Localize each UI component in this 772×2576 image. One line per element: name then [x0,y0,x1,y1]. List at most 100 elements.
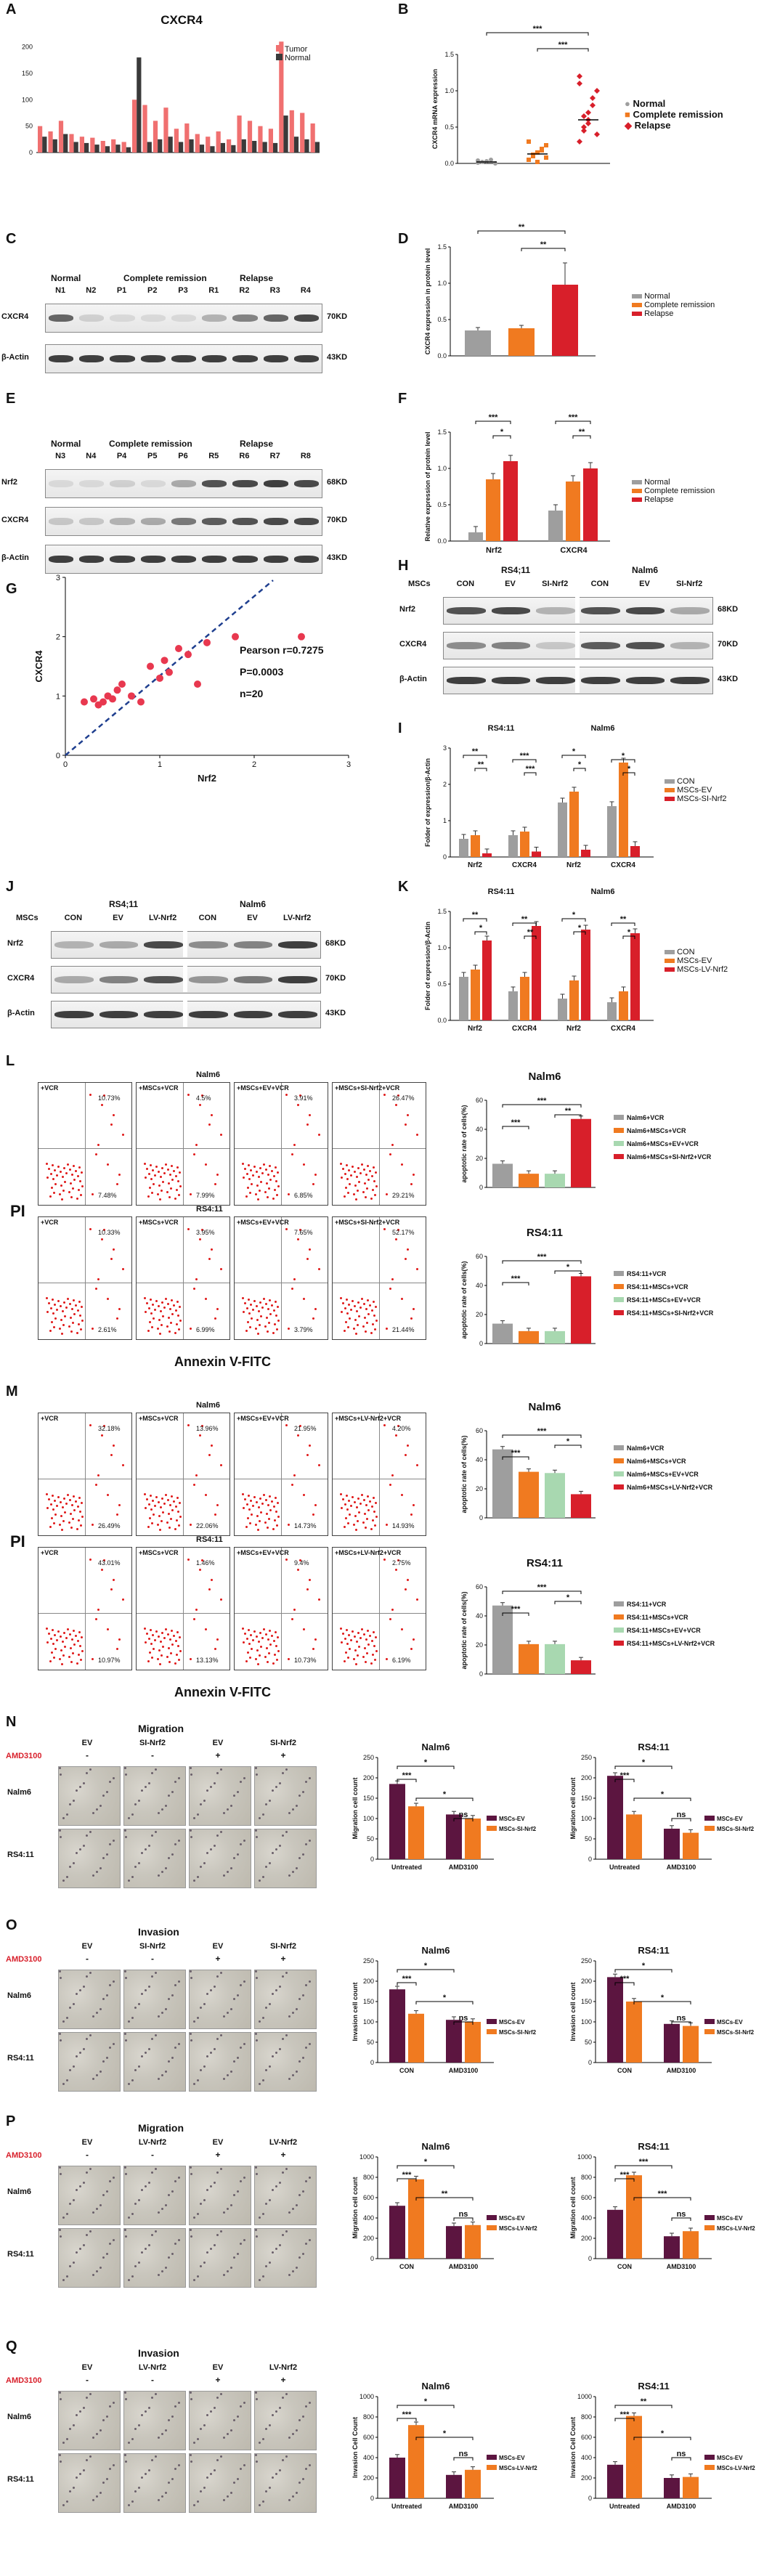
band [99,976,139,983]
event-dot [166,1325,168,1328]
event-dot [97,1278,99,1280]
event-dot [245,1195,248,1198]
cell-dot [76,2055,78,2057]
bar-normal [94,145,99,153]
event-dot [272,1332,275,1334]
bar-normal [210,146,215,153]
event-dot [242,1628,244,1630]
band [79,355,105,362]
y-tick-label: 0 [370,2059,374,2066]
bar [545,1643,565,1674]
event-dot [150,1629,152,1631]
event-dot [89,1228,92,1230]
event-dot [68,1325,70,1328]
y-axis-label: Invasion Cell Count [352,2417,359,2478]
bar [664,2023,680,2063]
event-dot [79,1645,81,1647]
sig-label: ** [565,1107,572,1116]
band [171,314,197,322]
data-point [581,124,587,130]
event-dot [309,1445,311,1447]
bar-tumor [90,137,95,153]
event-dot [52,1508,54,1511]
event-dot [62,1520,65,1522]
legend-swatch [614,1445,624,1450]
event-dot [60,1649,62,1651]
cell-dot [190,1773,192,1776]
chart-title: RS4:11 [638,2381,669,2392]
band [144,941,183,948]
cell-dot [145,1786,147,1788]
lower-right-percent: 7.48% [98,1192,117,1199]
event-dot [243,1311,245,1313]
legend-swatch [704,2019,715,2024]
event-dot [248,1299,250,1301]
sig-label: * [479,924,483,933]
y-tick-label: 60 [476,1583,483,1590]
cell-dot [296,2492,298,2494]
legend-label: MSCs-LV-Nrf2 [499,2465,537,2471]
bar-tumor [206,137,211,153]
event-dot [306,1124,309,1126]
sig-label: *** [537,1427,548,1436]
cell-dot [214,2048,216,2050]
cell-dot [145,2052,147,2054]
event-dot [81,1650,84,1652]
event-dot [413,1638,415,1641]
event-dot [52,1629,54,1631]
event-dot [344,1638,346,1640]
event-dot [177,1180,179,1182]
event-dot [155,1300,158,1302]
quadrant-line [183,1413,184,1535]
event-dot [365,1196,367,1198]
event-dot [246,1638,248,1640]
micrograph [123,1829,186,1888]
cell-dot [237,2478,239,2480]
event-dot [77,1175,79,1177]
cell-dot [197,2017,199,2019]
event-dot [147,1330,150,1332]
event-dot [171,1299,173,1301]
x-category-label: CXCR4 [560,546,588,555]
legend-swatch [614,1458,624,1463]
event-dot [365,1174,367,1176]
micrograph [58,2391,121,2450]
y-tick-label: 150 [581,1795,592,1802]
lane-label: P1 [116,286,127,295]
cell-dot [99,2267,102,2269]
event-dot [146,1302,148,1304]
micrograph [123,2032,186,2092]
cell-dot [302,2190,304,2193]
event-dot [252,1309,254,1311]
sig-label: *** [639,2158,649,2166]
cell-dot [158,2499,160,2501]
bar-tumor [237,115,242,153]
event-dot [259,1498,261,1500]
cell-dot [66,2017,68,2019]
cell-dot [141,2189,143,2191]
event-dot [78,1519,80,1521]
cell-dot [134,2265,137,2267]
cell-dot [220,2230,222,2232]
event-dot [72,1652,74,1654]
cell-dot [141,2055,143,2057]
lane-label: P6 [178,452,188,460]
x-category-label: Nrf2 [566,861,581,869]
sig-label: ns [459,2450,468,2458]
micrograph [189,2228,251,2288]
sig-label: ** [579,428,585,436]
cell-dot [279,1845,281,1847]
y-tick-label: 0 [588,1856,592,1863]
event-dot [78,1631,81,1633]
event-dot [275,1301,277,1303]
cell-dot [178,2177,180,2179]
quadrant-line [85,1083,86,1205]
event-dot [346,1643,349,1645]
event-dot [216,1638,219,1641]
event-dot [340,1297,342,1299]
cell-dot [106,1994,108,1996]
event-dot [299,1094,301,1097]
event-dot [151,1192,153,1194]
event-dot [147,1660,150,1662]
cell-dot [216,2234,219,2236]
